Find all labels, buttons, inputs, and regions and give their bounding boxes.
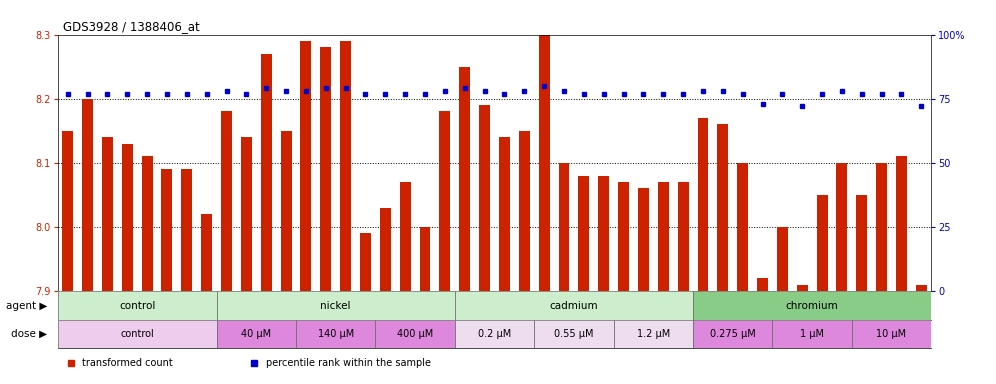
Bar [614,320,693,348]
Text: 1.2 μM: 1.2 μM [636,329,670,339]
Bar [916,285,927,291]
Text: chromium: chromium [786,301,839,311]
Bar [852,320,931,348]
Bar [599,175,610,291]
Bar [757,278,768,291]
Bar [896,156,907,291]
Bar [677,182,688,291]
Text: 0.275 μM: 0.275 μM [710,329,756,339]
Bar [797,285,808,291]
Text: percentile rank within the sample: percentile rank within the sample [266,358,430,367]
Bar [281,131,292,291]
Bar [221,111,232,291]
Bar [579,175,590,291]
Bar [216,291,455,320]
Bar [619,182,629,291]
Bar [817,195,828,291]
Bar [181,169,192,291]
Bar [773,320,852,348]
Text: 0.2 μM: 0.2 μM [478,329,511,339]
Bar [102,137,113,291]
Bar [379,208,390,291]
Bar [122,144,132,291]
Bar [737,163,748,291]
Text: control: control [121,329,154,339]
Bar [459,66,470,291]
Text: 140 μM: 140 μM [318,329,354,339]
Bar [161,169,172,291]
Bar [439,111,450,291]
Bar [399,182,410,291]
Bar [837,163,848,291]
Text: transformed count: transformed count [83,358,173,367]
Text: control: control [119,301,155,311]
Bar [62,131,73,291]
Bar [559,163,570,291]
Bar [657,182,668,291]
Bar [261,54,272,291]
Text: dose ▶: dose ▶ [11,329,47,339]
Text: cadmium: cadmium [550,301,599,311]
Bar [455,320,534,348]
Text: 1 μM: 1 μM [800,329,824,339]
Bar [455,291,693,320]
Bar [876,163,887,291]
Bar [697,118,708,291]
Bar [296,320,375,348]
Bar [717,124,728,291]
Text: nickel: nickel [321,301,351,311]
Bar [82,99,93,291]
Bar [141,156,152,291]
Bar [499,137,510,291]
Bar [58,320,216,348]
Bar [419,227,430,291]
Bar [479,105,490,291]
Bar [301,41,312,291]
Text: 0.55 μM: 0.55 μM [554,329,594,339]
Bar [241,137,252,291]
Text: 10 μM: 10 μM [876,329,906,339]
Bar [216,320,296,348]
Bar [857,195,868,291]
Bar [534,320,614,348]
Text: agent ▶: agent ▶ [6,301,47,311]
Bar [360,233,371,291]
Bar [777,227,788,291]
Bar [375,320,455,348]
Bar [58,291,216,320]
Bar [201,214,212,291]
Bar [519,131,530,291]
Bar [341,41,351,291]
Bar [693,291,931,320]
Text: 40 μM: 40 μM [241,329,271,339]
Bar [321,47,332,291]
Bar [638,189,648,291]
Text: GDS3928 / 1388406_at: GDS3928 / 1388406_at [63,20,199,33]
Bar [539,35,550,291]
Bar [693,320,773,348]
Text: 400 μM: 400 μM [397,329,433,339]
